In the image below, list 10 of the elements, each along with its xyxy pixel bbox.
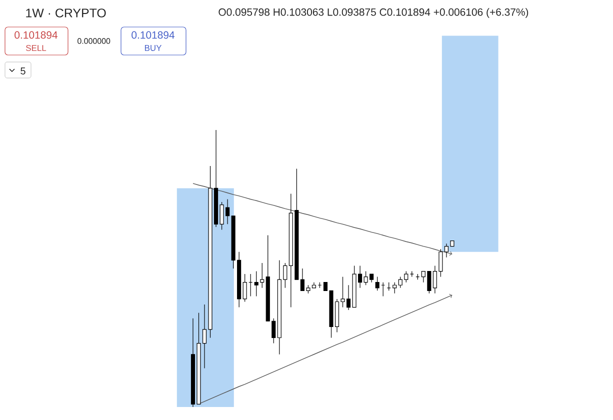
text: BUY [144,45,162,51]
text: SELL [26,45,46,51]
candlestick [375,276,380,291]
candlestick [242,274,247,302]
text: O0.095798 H0.103063 L0.093875 C0.101894 +0.006106 (+6.37%) [218,8,528,18]
candlestick [392,282,397,294]
text: 5 [20,68,26,74]
text: 0.101894 [132,31,174,39]
text: 1W · CRYPTO [26,8,106,18]
text: 0.101894 [14,31,58,39]
